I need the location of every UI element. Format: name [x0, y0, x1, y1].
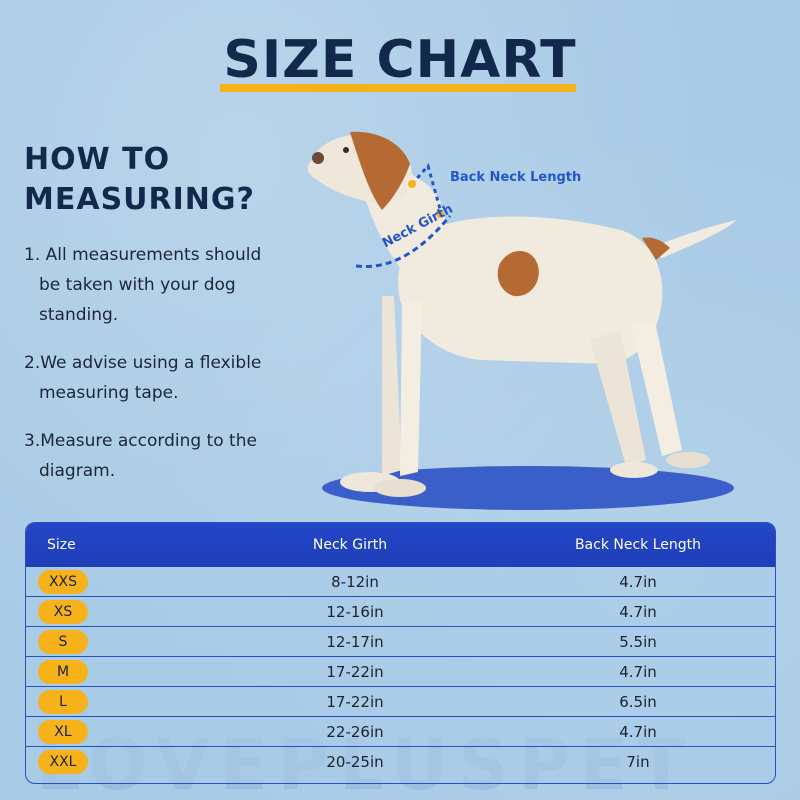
- table-row: XXS 8-12in 4.7in: [26, 567, 775, 597]
- table-row: XXL 20-25in 7in: [26, 747, 775, 777]
- size-table: Size Neck Girth Back Neck Length XXS 8-1…: [25, 522, 776, 784]
- paw-rear-left: [610, 462, 658, 478]
- table-row: XS 12-16in 4.7in: [26, 597, 775, 627]
- dog-nose: [312, 152, 324, 164]
- dog-illustration: [290, 120, 770, 520]
- size-badge: XL: [38, 720, 88, 744]
- title-underline: [220, 84, 576, 92]
- neck-girth-line: [355, 215, 452, 269]
- paw-rear-right: [666, 452, 710, 468]
- size-badge: M: [38, 660, 88, 684]
- size-badge: S: [38, 630, 88, 654]
- back-neck-line: [410, 162, 444, 217]
- dog-figure: [307, 131, 736, 510]
- size-badge: L: [38, 690, 88, 714]
- paw-front-right: [374, 479, 426, 497]
- back-neck-length-cell: 7in: [626, 753, 650, 771]
- header-size: Size: [47, 537, 76, 553]
- neck-girth-cell: 20-25in: [326, 753, 384, 771]
- size-badge: XXS: [38, 570, 88, 594]
- dog-tail: [650, 220, 736, 258]
- neck-girth-cell: 8-12in: [331, 573, 379, 591]
- instructions-heading: HOW TO MEASURING?: [24, 140, 324, 220]
- tail-patch: [642, 237, 670, 260]
- rear-leg-left: [590, 330, 646, 466]
- back-neck-length-cell: 4.7in: [619, 573, 657, 591]
- instruction-step-3: 3.Measure according to the diagram.: [24, 431, 257, 481]
- table-row: S 12-17in 5.5in: [26, 627, 775, 657]
- table-row: XL 22-26in 4.7in: [26, 717, 775, 747]
- instructions-list: 1. All measurements should be taken with…: [24, 240, 284, 504]
- neck-girth-cell: 17-22in: [326, 693, 384, 711]
- neck-girth-cell: 17-22in: [326, 663, 384, 681]
- front-leg-left: [382, 296, 402, 476]
- rear-leg-right: [630, 320, 682, 456]
- body-patch: [497, 251, 539, 297]
- neck-girth-cell: 12-17in: [326, 633, 384, 651]
- neck-girth-cell: 22-26in: [326, 723, 384, 741]
- back-neck-length-cell: 6.5in: [619, 693, 657, 711]
- back-neck-length-cell: 4.7in: [619, 603, 657, 621]
- back-neck-length-label: Back Neck Length: [450, 170, 582, 185]
- table-row: L 17-22in 6.5in: [26, 687, 775, 717]
- dog-ear: [350, 131, 410, 210]
- table-header: Size Neck Girth Back Neck Length: [26, 523, 775, 567]
- header-back-neck-length: Back Neck Length: [574, 537, 702, 553]
- front-leg-right: [400, 302, 422, 476]
- dog-eye: [343, 147, 349, 153]
- back-neck-length-cell: 4.7in: [619, 723, 657, 741]
- neck-girth-cell: 12-16in: [326, 603, 384, 621]
- heading-line-2: MEASURING?: [24, 182, 255, 217]
- back-neck-length-cell: 5.5in: [619, 633, 657, 651]
- instruction-step-1: 1. All measurements should be taken with…: [24, 245, 262, 325]
- page-title: SIZE CHART: [223, 30, 577, 90]
- header-neck-girth: Neck Girth: [312, 537, 388, 553]
- instruction-step-2: 2.We advise using a flexible measuring t…: [24, 353, 262, 403]
- size-badge: XS: [38, 600, 88, 624]
- size-badge: XXL: [38, 750, 88, 774]
- back-neck-length-cell: 4.7in: [619, 663, 657, 681]
- title-block: SIZE CHART: [0, 28, 800, 92]
- back-neck-marker-top: [408, 180, 416, 188]
- table-row: M 17-22in 4.7in: [26, 657, 775, 687]
- heading-line-1: HOW TO: [24, 142, 171, 177]
- back-neck-marker-bottom: [436, 210, 444, 218]
